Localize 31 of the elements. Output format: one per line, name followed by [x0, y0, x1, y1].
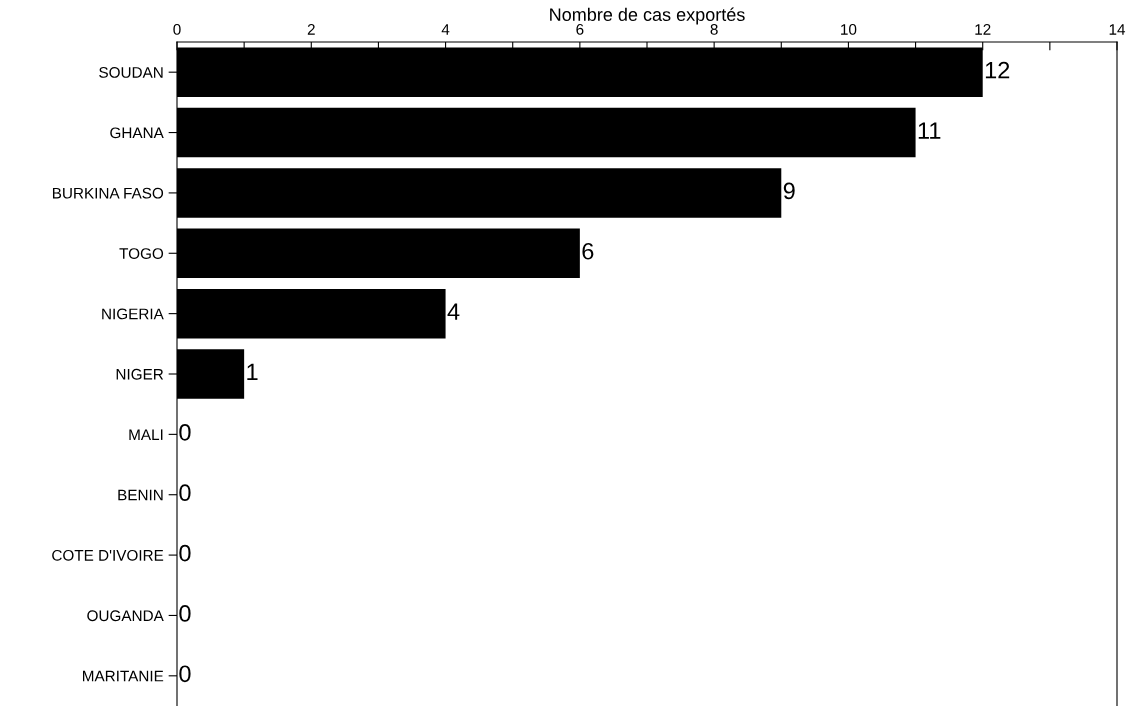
y-tick-label: TOGO — [119, 248, 164, 259]
y-tick-label: COTE D'IVOIRE — [52, 549, 164, 561]
data-label: 0 — [179, 605, 191, 622]
data-label: 6 — [582, 242, 594, 260]
data-label: 0 — [179, 423, 191, 441]
y-tick-label: SOUDAN — [99, 67, 163, 78]
data-label: 4 — [447, 303, 460, 320]
data-label: 11 — [918, 122, 941, 139]
x-tick-label: 12 — [975, 24, 991, 35]
y-tick-label: GHANA — [110, 127, 164, 139]
y-tick-label: MALI — [129, 429, 163, 440]
data-label: 1 — [247, 363, 258, 381]
x-tick-label: 6 — [576, 24, 584, 35]
data-label: 9 — [783, 182, 795, 200]
y-tick-label: NIGERIA — [102, 308, 164, 320]
y-tick-label: OUGANDA — [87, 610, 164, 622]
x-tick-label: 10 — [841, 24, 857, 35]
x-tick-label: 14 — [1109, 24, 1126, 35]
y-tick-label: BENIN — [118, 489, 163, 501]
y-tick-label: NIGER — [116, 368, 164, 380]
data-label: 0 — [179, 484, 191, 502]
x-tick-label: 8 — [710, 24, 718, 35]
y-tick-label: MARITANIE — [83, 670, 164, 682]
x-tick-label: 0 — [173, 24, 181, 35]
data-label: 12 — [985, 61, 1010, 79]
data-label: 0 — [179, 544, 191, 562]
data-label: 0 — [179, 665, 191, 683]
x-tick-label: 4 — [441, 24, 450, 35]
y-tick-label: BURKINA FASO — [52, 187, 164, 199]
x-tick-label: 2 — [307, 24, 315, 35]
x-axis-title: Nombre de cas exportés — [550, 7, 745, 25]
